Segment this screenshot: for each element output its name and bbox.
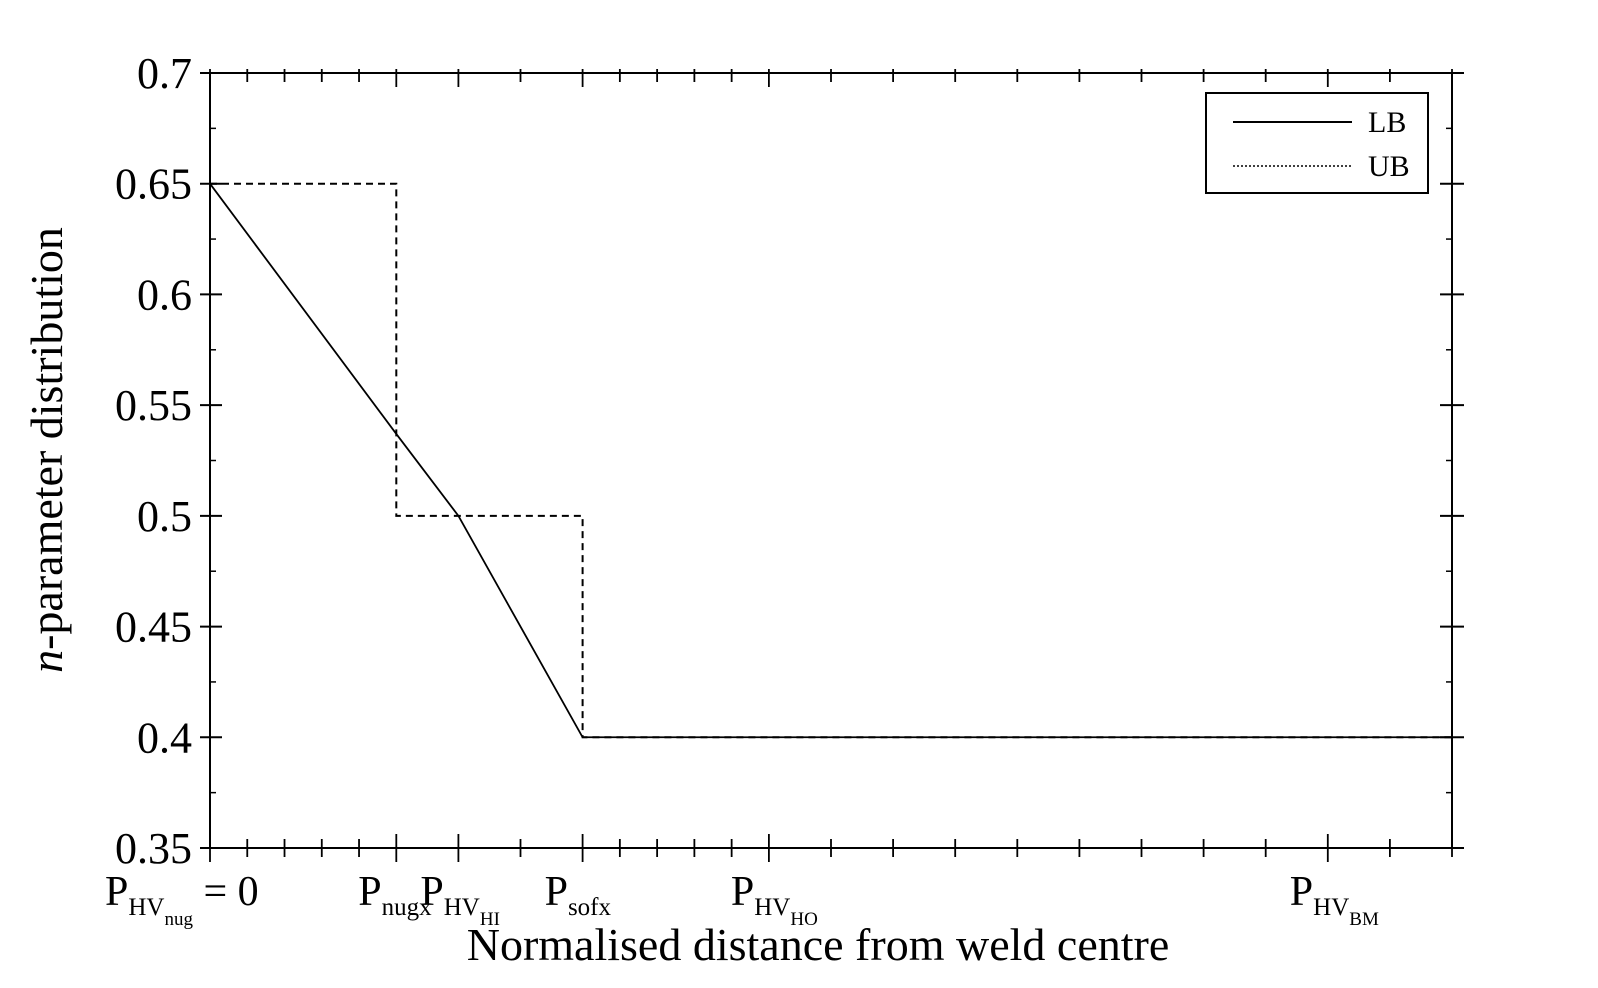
y-axis: 0.35 0.4 0.45 0.5 0.55 0.6 0.65 0.7 <box>115 49 1464 873</box>
y-tick-label: 0.65 <box>115 160 192 209</box>
x-tick-label-subsub: HI <box>480 909 500 930</box>
y-axis-label-italic: n <box>21 650 72 673</box>
x-tick-label-subsub: nug <box>164 909 193 930</box>
x-tick-label-sub: sof <box>568 894 599 921</box>
x-tick-label-main: P <box>420 869 443 915</box>
x-axis <box>209 69 1453 862</box>
y-tick-label: 0.4 <box>137 713 192 762</box>
y-tick-label: 0.55 <box>115 381 192 430</box>
y-tick-label: 0.35 <box>115 824 192 873</box>
series-line-ub <box>210 182 1452 739</box>
y-tick-label: 0.6 <box>137 270 192 319</box>
legend: LB UB <box>1205 92 1429 194</box>
x-tick-label-subsub: HO <box>790 909 817 930</box>
x-tick-label-sub: HV <box>128 894 164 921</box>
y-tick-label: 0.5 <box>137 492 192 541</box>
x-tick-label-sub: HV <box>754 894 790 921</box>
y-tick-label: 0.7 <box>137 49 192 98</box>
x-tick-label-main: P <box>358 869 381 915</box>
x-tick-label-main: P <box>731 869 754 915</box>
x-tick-label: PHVnug = 0 <box>105 869 259 930</box>
legend-label-lb: LB <box>1368 106 1406 139</box>
y-tick-label: 0.45 <box>115 603 192 652</box>
x-tick-label: PHVBM <box>1290 869 1379 930</box>
series-layer <box>209 182 1452 739</box>
x-tick-label-sub: HV <box>1313 894 1349 921</box>
legend-box <box>1205 92 1429 194</box>
x-tick-label: Pnugx <box>358 869 432 921</box>
y-axis-label: n-parameter distribution <box>21 227 72 673</box>
legend-label-ub: UB <box>1368 150 1410 183</box>
x-tick-label-tailsub: x <box>419 894 432 921</box>
x-tick-label-sub: nug <box>382 894 420 921</box>
x-tick-label-main: P <box>1290 869 1313 915</box>
x-tick-label-main: P <box>545 869 568 915</box>
x-tick-label-tail: = 0 <box>193 869 259 915</box>
y-axis-label-rest: -parameter distribution <box>21 227 72 650</box>
x-axis-label: Normalised distance from weld centre <box>467 919 1170 970</box>
x-tick-label-sub: HV <box>444 894 480 921</box>
x-tick-label: PHVHI <box>420 869 500 930</box>
x-tick-label-main: P <box>105 869 128 915</box>
x-tick-label-subsub: BM <box>1349 909 1379 930</box>
x-tick-label: Psofx <box>545 869 612 921</box>
x-tick-label: PHVHO <box>731 869 818 930</box>
x-tick-label-tailsub: x <box>599 894 612 921</box>
